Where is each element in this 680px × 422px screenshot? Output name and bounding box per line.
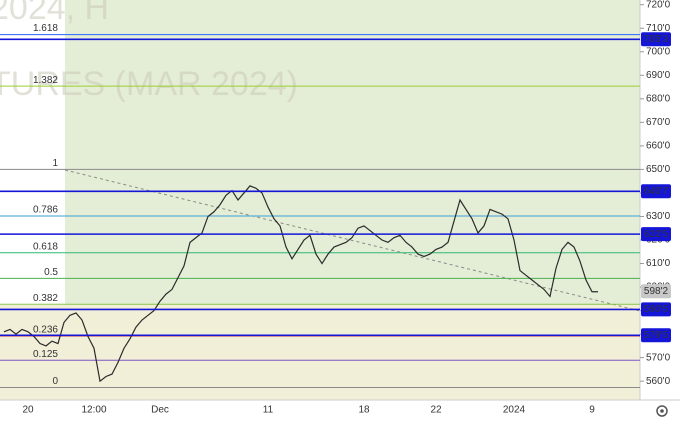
fib-label: 0.236 xyxy=(33,325,58,336)
x-tick-label: Dec xyxy=(151,405,169,416)
y-tick-label: 670'0 xyxy=(646,117,671,128)
gear[interactable] xyxy=(656,405,668,417)
x-tick-label: 12:00 xyxy=(81,405,106,416)
last-price-tag xyxy=(641,284,671,299)
price-line xyxy=(3,185,598,383)
fib-label: 0.618 xyxy=(33,241,58,252)
x-tick-label: 20 xyxy=(22,405,34,416)
x-tick-label: 18 xyxy=(358,405,370,416)
x-tick-label: 11 xyxy=(263,405,274,416)
fib-label: 0.125 xyxy=(33,349,58,360)
fib-label: 0.786 xyxy=(33,205,58,216)
y-tick-label: 650'0 xyxy=(646,164,671,175)
trend-line xyxy=(64,169,641,312)
x-tick-label: 22 xyxy=(430,405,442,416)
fib-label: 0.382 xyxy=(33,293,58,304)
level-label: 640'7 xyxy=(644,186,669,197)
y-tick-label: 690'0 xyxy=(646,70,671,81)
level-tag xyxy=(641,184,671,199)
level-label: 705'3 xyxy=(644,34,669,45)
y-tick-label: 710'0 xyxy=(646,23,671,34)
level-label: 579'5 xyxy=(644,330,669,341)
fib-label: 0.5 xyxy=(44,267,58,278)
y-tick-label: 610'0 xyxy=(646,258,671,269)
y-tick-label: 570'0 xyxy=(646,352,671,363)
x-tick-label: 2024 xyxy=(503,405,526,416)
y-tick-label: 720'0 xyxy=(646,0,671,10)
last-price-label: 598'2 xyxy=(644,286,669,297)
y-tick-label: 660'0 xyxy=(646,141,671,152)
y-tick-label: 560'0 xyxy=(646,376,671,387)
y-tick-label: 680'0 xyxy=(646,93,671,104)
fib-label: 1.618 xyxy=(33,23,58,34)
level-tag xyxy=(641,302,671,317)
watermark: TURES (MAR 2024) xyxy=(0,65,298,103)
fib-label: 1 xyxy=(52,158,58,169)
fib-zone-lower xyxy=(0,305,640,400)
level-label: 622'5 xyxy=(644,229,669,240)
fib-zone-upper xyxy=(65,0,640,305)
gear-center[interactable] xyxy=(660,409,664,413)
x-tick-label: 9 xyxy=(589,405,595,416)
fib-label: 1.382 xyxy=(33,75,58,86)
watermark: 2024, H xyxy=(0,0,109,27)
level-tag xyxy=(641,328,671,343)
level-label: 590'5 xyxy=(644,304,669,315)
level-tag xyxy=(641,227,671,242)
fib-label: 0 xyxy=(52,376,58,387)
y-tick-label: 700'0 xyxy=(646,46,671,57)
y-tick-label: 630'0 xyxy=(646,211,671,222)
level-tag xyxy=(641,32,671,47)
settings-icon[interactable] xyxy=(656,405,668,417)
